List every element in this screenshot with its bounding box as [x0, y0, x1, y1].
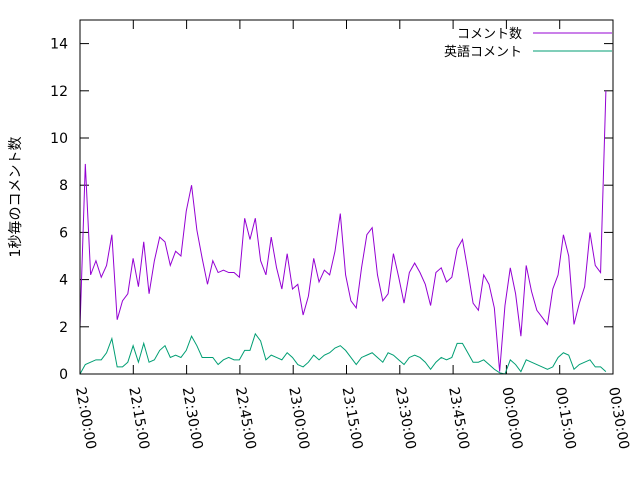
x-tick-label: 22:00:00	[72, 386, 99, 451]
legend-label: 英語コメント	[444, 44, 522, 60]
series-line-1	[79, 90, 607, 372]
x-tick-label: 00:00:00	[498, 386, 525, 451]
y-tick-label: 8	[59, 178, 68, 194]
x-tick-label: 22:30:00	[179, 386, 206, 451]
series-lines	[79, 90, 607, 375]
y-axis-label: 1秒毎のコメント数	[8, 137, 24, 258]
y-tick-label: 4	[59, 273, 68, 289]
y-tick-label: 2	[59, 320, 68, 336]
y-tick-label: 10	[50, 131, 68, 147]
plot-border	[79, 19, 614, 375]
y-tick-labels: 0 2 4 6 8 10 12 14	[50, 37, 68, 383]
x-tick-labels: 22:00:00 22:15:00 22:30:00 22:45:00 23:00:00…	[72, 386, 632, 451]
x-tick-label: 00:30:00	[605, 386, 632, 451]
x-tick-label: 22:45:00	[232, 386, 259, 451]
x-tick-label: 00:15:00	[552, 386, 579, 451]
x-tick-label: 23:15:00	[339, 386, 366, 451]
y-tick-label: 14	[50, 37, 68, 53]
x-tick-label: 22:15:00	[125, 386, 152, 451]
y-tick-label: 6	[59, 225, 68, 241]
x-tick-label: 23:45:00	[445, 386, 472, 451]
x-tick-label: 23:30:00	[392, 386, 419, 451]
axis-ticks	[79, 20, 614, 375]
series-line-2	[79, 332, 607, 375]
y-tick-label: 0	[59, 367, 68, 383]
legend-label: コメント数	[457, 27, 522, 42]
x-tick-label: 23:00:00	[285, 386, 312, 451]
y-tick-label: 12	[50, 84, 68, 100]
